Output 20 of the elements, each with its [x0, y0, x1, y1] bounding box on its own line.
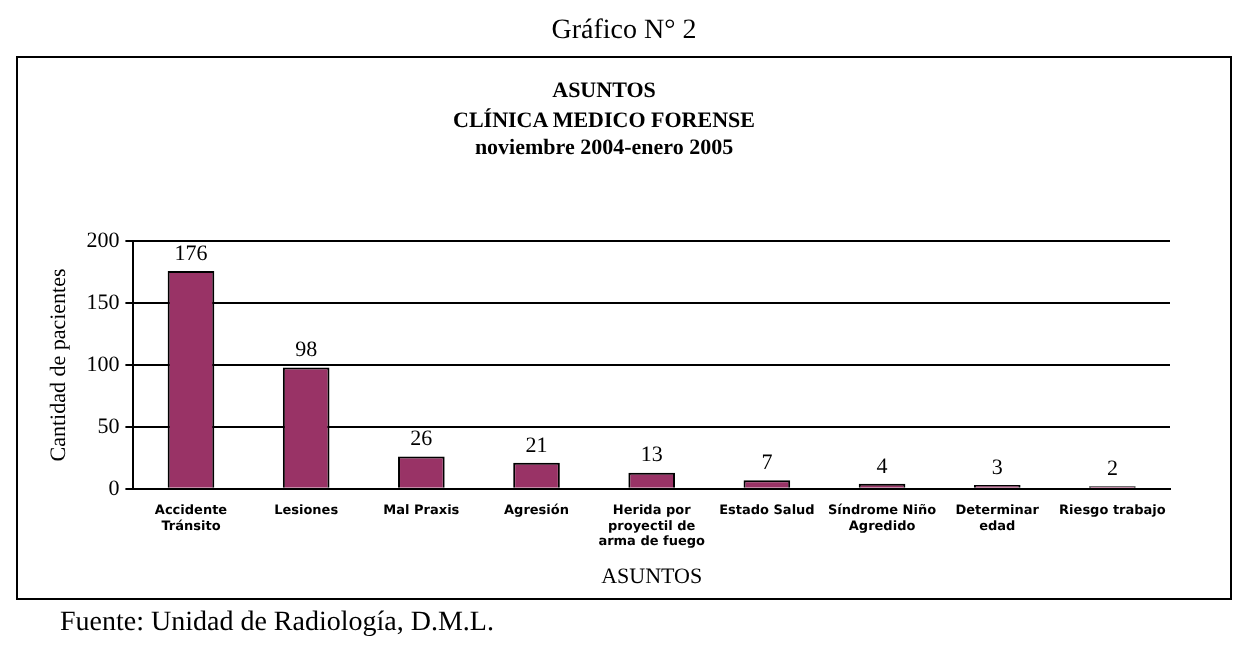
chart-subtitle: CLÍNICA MEDICO FORENSE noviembre 2004-enero 2005: [453, 107, 755, 160]
text: Gráfico N° 2: [549, 16, 699, 50]
data-label: 176: [174, 241, 209, 266]
data-label: 26: [410, 427, 434, 452]
data-label: 98: [295, 338, 319, 363]
data-label: 2: [1106, 457, 1118, 482]
y-tick-label: 200: [86, 228, 121, 253]
data-label: 7: [761, 450, 774, 475]
data-label: 21: [525, 433, 548, 458]
y-tick-label: 50: [97, 414, 121, 439]
y-axis-title: Cantidad de pacientes: [46, 268, 71, 462]
y-tick-label: 0: [108, 476, 121, 501]
source-note: Fuente: Unidad de Radiología, D.M.L.: [60, 608, 496, 640]
chart-title: ASUNTOS: [552, 78, 656, 103]
data-label: 3: [991, 455, 1004, 480]
data-label: 4: [876, 454, 889, 479]
y-tick-label: 100: [86, 352, 121, 377]
x-axis-title: ASUNTOS: [601, 564, 703, 589]
data-label: 13: [640, 443, 664, 468]
y-tick-label: 150: [86, 290, 121, 315]
